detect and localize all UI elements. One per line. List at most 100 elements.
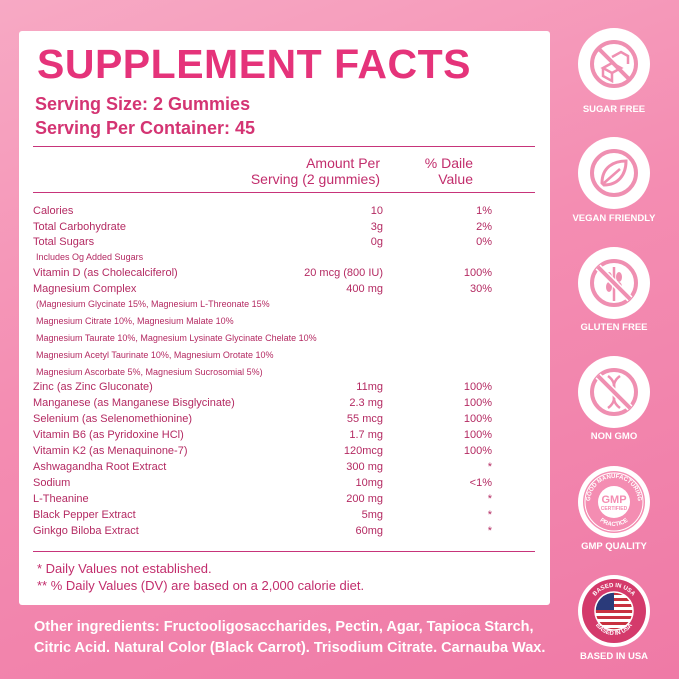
nutrient-amount: 55 mcg — [346, 413, 383, 425]
nutrient-daily-value: 100% — [463, 429, 492, 441]
divider — [33, 551, 535, 552]
table-row: L-Theanine 200 mg * — [33, 493, 535, 509]
sugar-cube-crossed-icon — [590, 40, 638, 88]
page-title: SUPPLEMENT FACTS — [37, 41, 471, 87]
wheat-crossed-icon — [590, 259, 638, 307]
badge-label-sugar-free: SUGAR FREE — [582, 104, 646, 115]
table-row: Ashwagandha Root Extract 300 mg * — [33, 461, 535, 477]
nutrient-name: Black Pepper Extract — [33, 509, 136, 521]
nutrient-amount: 300 mg — [346, 461, 383, 473]
us-flag-icon: BASED IN USA BASED IN USA — [582, 579, 646, 643]
table-row: Sodium 10mg <1% — [33, 477, 535, 493]
nutrient-daily-value: 1% — [476, 205, 492, 217]
nutrient-name: Magnesium Complex — [33, 283, 137, 295]
table-row: Includes Og Added Sugars — [33, 252, 535, 268]
gmp-seal-mid1-text: GMP — [601, 494, 626, 506]
nutrient-daily-value: * — [487, 525, 492, 537]
divider — [33, 192, 535, 193]
badge-label-vegan-friendly: VEGAN FRIENDLY — [572, 213, 656, 224]
nutrient-name: Ginkgo Biloba Extract — [33, 525, 139, 537]
nutrient-daily-value: 30% — [469, 283, 492, 295]
supplement-facts-panel: SUPPLEMENT FACTS Serving Size: 2 Gummies… — [19, 31, 550, 605]
nutrient-daily-value: 100% — [463, 413, 492, 425]
nutrient-name: Zinc (as Zinc Gluconate) — [33, 381, 153, 393]
gmp-seal-bottom-text: PRACTICE — [599, 518, 630, 528]
badge-label-based-in-usa: BASED IN USA — [579, 651, 649, 662]
nutrient-name: Total Carbohydrate — [33, 221, 126, 233]
servings-per-container: Serving Per Container: 45 — [35, 118, 256, 138]
non-gmo-badge — [578, 356, 650, 428]
table-row: Vitamin D (as Cholecalciferol) 20 mcg (80… — [33, 267, 535, 283]
nutrient-daily-value: 100% — [463, 267, 492, 279]
amount-header-line2: Serving (2 gummies) — [250, 171, 380, 187]
dv-header-line2: Value — [438, 171, 473, 187]
table-row: Total Sugars 0g 0% — [33, 236, 535, 252]
based-in-usa-badge: BASED IN USA BASED IN USA — [578, 575, 650, 647]
nutrient-name: Vitamin K2 (as Menaquinone-7) — [33, 445, 188, 457]
nutrient-amount: 10 — [370, 205, 383, 217]
table-row: Black Pepper Extract 5mg * — [33, 509, 535, 525]
table-row: Magnesium Acetyl Taurinate 10%, Magnesiu… — [33, 350, 535, 366]
nutrient-name: Includes Og Added Sugars — [36, 252, 144, 262]
nutrient-name: Vitamin B6 (as Pyridoxine HCl) — [33, 429, 184, 441]
nutrient-name: Vitamin D (as Cholecalciferol) — [33, 267, 178, 279]
serving-size: Serving Size: 2 Gummies — [35, 94, 251, 114]
table-row: Magnesium Taurate 10%, Magnesium Lysinat… — [33, 333, 535, 349]
table-row: Vitamin B6 (as Pyridoxine HCl) 1.7 mg 100% — [33, 429, 535, 445]
vegan-friendly-badge — [578, 137, 650, 209]
nutrient-amount: 11mg — [356, 381, 383, 393]
nutrient-name: Magnesium Taurate 10%, Magnesium Lysinat… — [36, 333, 317, 343]
sugar-free-badge — [578, 28, 650, 100]
gmp-seal-mid2-text: CERTIFIED — [601, 506, 628, 512]
nutrient-amount: 60mg — [355, 525, 383, 537]
nutrient-daily-value: 100% — [463, 397, 492, 409]
gmp-quality-badge: GOOD MANUFACTURING PRACTICE GMP CERTIFIE… — [578, 466, 650, 538]
badge-label-gmp-quality: GMP QUALITY — [581, 541, 647, 552]
amount-header: Amount Per Serving (2 gummies) — [251, 155, 380, 187]
nutrient-amount: 2.3 mg — [349, 397, 383, 409]
nutrient-name: Magnesium Citrate 10%, Magnesium Malate … — [36, 316, 234, 326]
nutrient-amount: 120mcg — [343, 445, 383, 457]
table-row: Zinc (as Zinc Gluconate) 11mg 100% — [33, 381, 535, 397]
nutrient-daily-value: * — [487, 461, 492, 473]
nutrient-daily-value: 0% — [476, 236, 492, 248]
gluten-free-badge — [578, 247, 650, 319]
gmp-seal-icon: GOOD MANUFACTURING PRACTICE GMP CERTIFIE… — [583, 471, 645, 533]
nutrient-daily-value: * — [487, 493, 492, 505]
table-row: Ginkgo Biloba Extract 60mg * — [33, 525, 535, 541]
nutrient-name: (Magnesium Glycinate 15%, Magnesium L-Th… — [36, 299, 270, 309]
nutrient-amount: 3g — [370, 221, 383, 233]
dv-header-line1: % Daile — [424, 155, 473, 171]
nutrient-name: Manganese (as Manganese Bisglycinate) — [33, 397, 235, 409]
badge-label-non-gmo: NON GMO — [590, 431, 638, 442]
table-row: Selenium (as Selenomethionine) 55 mcg 100% — [33, 413, 535, 429]
nutrient-amount: 400 mg — [346, 283, 383, 295]
nutrient-name: Selenium (as Selenomethionine) — [33, 413, 192, 425]
table-row: Magnesium Complex 400 mg 30% — [33, 283, 535, 299]
nutrient-amount: 200 mg — [346, 493, 383, 505]
nutrient-amount: 0g — [370, 236, 383, 248]
nutrient-daily-value: <1% — [469, 477, 492, 489]
nutrient-name: Calories — [33, 205, 74, 217]
nutrient-amount: 20 mcg (800 IU) — [304, 267, 383, 279]
table-row: Magnesium Citrate 10%, Magnesium Malate … — [33, 316, 535, 332]
badge-label-gluten-free: GLUTEN FREE — [580, 322, 648, 333]
footnote-calorie-diet: ** % Daily Values (DV) are based on a 2,… — [37, 578, 365, 593]
other-ingredients-line2: Citric Acid. Natural Color (Black Carrot… — [34, 640, 546, 656]
table-row: Calories 10 1% — [33, 205, 535, 221]
table-row: Total Carbohydrate 3g 2% — [33, 221, 535, 237]
table-row: Vitamin K2 (as Menaquinone-7) 120mcg 100% — [33, 445, 535, 461]
nutrient-name: Total Sugars — [33, 236, 95, 248]
nutrient-amount: 10mg — [355, 477, 383, 489]
dna-crossed-icon — [590, 368, 638, 416]
nutrient-name: Magnesium Acetyl Taurinate 10%, Magnesiu… — [36, 350, 274, 360]
daily-value-header: % Daile Value — [425, 155, 473, 187]
divider — [33, 146, 535, 147]
footnote-daily-values: * Daily Values not established. — [37, 561, 212, 576]
nutrient-amount: 1.7 mg — [349, 429, 383, 441]
table-row: Magnesium Ascorbate 5%, Magnesium Sucros… — [33, 367, 535, 383]
other-ingredients-line1: Other ingredients: Fructooligosaccharide… — [34, 619, 534, 635]
table-row: (Magnesium Glycinate 15%, Magnesium L-Th… — [33, 299, 535, 315]
table-row: Manganese (as Manganese Bisglycinate) 2.3… — [33, 397, 535, 413]
nutrient-name: Magnesium Ascorbate 5%, Magnesium Sucros… — [36, 367, 263, 377]
